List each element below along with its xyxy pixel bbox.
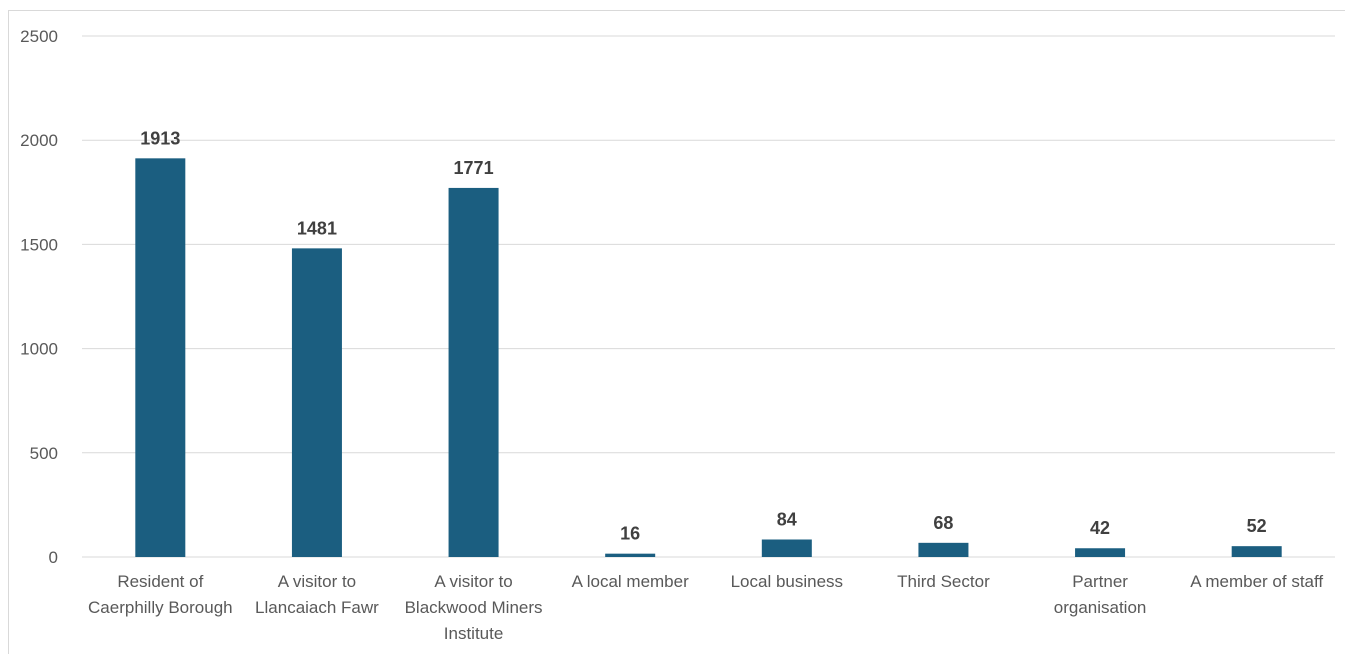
x-tick-label: A visitor to Llancaiach Fawr bbox=[255, 572, 379, 617]
y-tick-label: 500 bbox=[30, 444, 58, 463]
bar bbox=[1231, 546, 1282, 557]
x-tick-label-line: Third Sector bbox=[897, 572, 990, 591]
y-tick-label: 2000 bbox=[20, 131, 58, 150]
bar bbox=[291, 248, 342, 557]
data-label: 1913 bbox=[140, 128, 180, 148]
x-tick-label-line: Institute bbox=[444, 624, 504, 643]
x-tick-label-line: Llancaiach Fawr bbox=[255, 598, 379, 617]
data-label: 1771 bbox=[454, 158, 494, 178]
x-tick-label-line: Local business bbox=[731, 572, 843, 591]
x-tick-label-line: A member of staff bbox=[1190, 572, 1323, 591]
y-tick-label: 1500 bbox=[20, 235, 58, 254]
bar bbox=[761, 539, 812, 557]
x-tick-label-line: Partner bbox=[1072, 572, 1128, 591]
chart-frame bbox=[8, 10, 1345, 654]
x-tick-label-line: Caerphilly Borough bbox=[88, 598, 233, 617]
x-tick-label: Partner organisation bbox=[1054, 572, 1147, 617]
bar bbox=[448, 187, 499, 558]
bar bbox=[135, 158, 186, 557]
data-label: 84 bbox=[777, 509, 797, 529]
x-tick-label: A member of staff bbox=[1190, 572, 1323, 591]
data-label: 68 bbox=[933, 513, 953, 533]
x-tick-label-line: A local member bbox=[572, 572, 689, 591]
y-tick-label: 0 bbox=[49, 548, 58, 567]
x-tick-label-line: organisation bbox=[1054, 598, 1147, 617]
y-tick-label: 1000 bbox=[20, 340, 58, 359]
y-tick-label: 2500 bbox=[20, 27, 58, 46]
bar bbox=[605, 553, 656, 557]
data-label: 1481 bbox=[297, 218, 337, 238]
x-tick-label: A visitor to Blackwood Miners Institute bbox=[405, 572, 543, 643]
x-tick-label: Resident of Caerphilly Borough bbox=[88, 572, 233, 617]
x-tick-label: Local business bbox=[731, 572, 843, 591]
x-tick-label-line: Resident of bbox=[117, 572, 203, 591]
x-tick-label: Third Sector bbox=[897, 572, 990, 591]
data-label: 52 bbox=[1247, 516, 1267, 536]
data-label: 42 bbox=[1090, 518, 1110, 538]
bar bbox=[1075, 548, 1126, 557]
x-tick-label-line: A visitor to bbox=[434, 572, 512, 591]
x-tick-label-line: A visitor to bbox=[278, 572, 356, 591]
data-label: 16 bbox=[620, 524, 640, 544]
x-tick-label-line: Blackwood Miners bbox=[405, 598, 543, 617]
x-tick-label: A local member bbox=[572, 572, 689, 591]
bar bbox=[918, 542, 969, 557]
